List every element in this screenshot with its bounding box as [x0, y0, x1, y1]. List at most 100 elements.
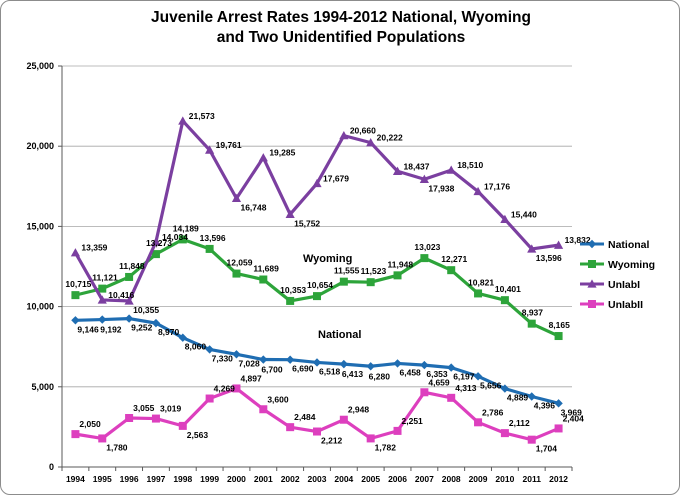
- data-label-uniabi: 17,679: [323, 173, 349, 183]
- data-label-uniabi: 19,761: [216, 140, 242, 150]
- data-label-uniabi: 16,748: [240, 202, 266, 212]
- point-uniabi: [205, 145, 215, 154]
- data-label-national: 7,330: [212, 353, 234, 363]
- point-uniabi: [312, 178, 322, 188]
- legend-label-uniabii: UnIabII: [608, 299, 643, 311]
- data-label-wyoming: 11,523: [361, 266, 387, 276]
- data-label-wyoming: 10,353: [280, 285, 306, 295]
- point-wyoming: [554, 332, 563, 341]
- data-label-national: 6,458: [400, 367, 422, 377]
- point-uniabi: [70, 248, 81, 257]
- data-label-uniabi: 20,660: [350, 126, 376, 136]
- data-label-wyoming: 10,821: [468, 277, 494, 287]
- data-label-wyoming: 12,271: [441, 254, 467, 264]
- legend-marker-wyoming: [588, 260, 596, 268]
- point-uniabi: [285, 209, 295, 219]
- data-label-uniabii: 4,659: [428, 377, 450, 387]
- point-wyoming: [313, 292, 321, 301]
- data-label-wyoming: 10,401: [495, 284, 521, 294]
- point-uniabii: [313, 427, 321, 436]
- data-label-national: 5,656: [480, 380, 502, 390]
- point-uniabii: [98, 434, 107, 443]
- point-uniabi: [339, 131, 349, 140]
- legend-marker-uniabii: [588, 300, 596, 308]
- point-uniabi: [124, 296, 134, 305]
- point-wyoming: [393, 271, 402, 280]
- data-label-uniabii: 2,484: [294, 412, 316, 422]
- point-national: [366, 362, 375, 371]
- point-national: [554, 399, 563, 408]
- point-uniabi: [366, 138, 376, 147]
- x-tick-label: 1995: [93, 474, 112, 484]
- data-label-uniabi: 10,416: [108, 290, 134, 300]
- point-uniabii: [554, 424, 563, 433]
- data-label-national: 3,969: [561, 407, 583, 417]
- data-label-uniabii: 2,563: [187, 430, 209, 440]
- point-uniabii: [178, 421, 187, 430]
- point-uniabi: [473, 186, 483, 196]
- data-label-uniabi: 10,355: [133, 305, 159, 315]
- point-uniabii: [232, 384, 241, 393]
- x-tick-label: 2004: [334, 474, 353, 484]
- annotation-national: National: [318, 329, 361, 341]
- data-label-wyoming: 11,121: [92, 273, 118, 283]
- x-tick-label: 2003: [308, 474, 327, 484]
- point-uniabi: [527, 244, 537, 253]
- point-wyoming: [232, 269, 241, 278]
- x-tick-label: 2007: [415, 474, 434, 484]
- x-tick-label: 2008: [442, 474, 461, 484]
- point-uniabii: [500, 429, 509, 438]
- point-wyoming: [71, 291, 80, 300]
- y-tick-label: 10,000: [26, 302, 54, 312]
- point-wyoming: [259, 275, 268, 284]
- data-label-uniabii: 2,786: [482, 407, 504, 417]
- legend-label-wyoming: Wyoming: [608, 259, 655, 271]
- data-label-wyoming: 10,715: [65, 279, 91, 289]
- point-uniabii: [393, 426, 402, 435]
- data-label-uniabii: 1,780: [106, 442, 128, 452]
- point-wyoming: [286, 296, 295, 305]
- data-label-wyoming: 11,848: [119, 261, 145, 271]
- x-tick-label: 2012: [549, 474, 568, 484]
- point-national: [71, 316, 80, 325]
- data-label-wyoming: 14,189: [173, 223, 199, 233]
- point-national: [178, 333, 187, 342]
- data-label-wyoming: 8,165: [549, 320, 571, 330]
- point-uniabi: [97, 295, 107, 304]
- data-label-uniabi: 15,440: [511, 209, 537, 219]
- point-wyoming: [474, 289, 483, 298]
- point-uniabi: [500, 214, 510, 224]
- data-label-national: 8,060: [185, 342, 207, 352]
- data-label-uniabi: 13,359: [81, 243, 107, 253]
- data-label-uniabi: 19,285: [269, 148, 295, 158]
- legend-marker-national: [587, 239, 597, 249]
- point-uniabi: [419, 174, 429, 183]
- data-label-uniabii: 1,782: [375, 442, 397, 452]
- x-tick-label: 2005: [361, 474, 380, 484]
- chart-title-line-2: and Two Unidentified Populations: [216, 29, 466, 46]
- x-tick-label: 1997: [146, 474, 165, 484]
- point-wyoming: [447, 266, 456, 275]
- data-label-uniabii: 4,269: [214, 384, 236, 394]
- legend-marker-uniabi: [587, 279, 597, 288]
- point-national: [285, 355, 295, 364]
- point-wyoming: [527, 319, 536, 328]
- point-national: [420, 360, 429, 370]
- data-label-uniabii: 1,704: [536, 444, 558, 454]
- data-label-national: 8,970: [158, 327, 180, 337]
- data-label-national: 4,889: [507, 393, 529, 403]
- data-label-uniabi: 17,938: [428, 183, 454, 193]
- point-uniabii: [420, 388, 429, 397]
- point-national: [312, 358, 322, 367]
- data-label-uniabii: 4,313: [455, 383, 477, 393]
- x-tick-label: 1998: [173, 474, 192, 484]
- data-label-wyoming: 11,948: [388, 259, 414, 269]
- data-label-uniabii: 4,897: [240, 373, 262, 383]
- point-uniabii: [71, 430, 80, 439]
- point-uniabi: [258, 153, 268, 162]
- point-uniabii: [474, 418, 483, 427]
- data-label-wyoming: 13,023: [414, 242, 440, 252]
- point-national: [205, 345, 214, 354]
